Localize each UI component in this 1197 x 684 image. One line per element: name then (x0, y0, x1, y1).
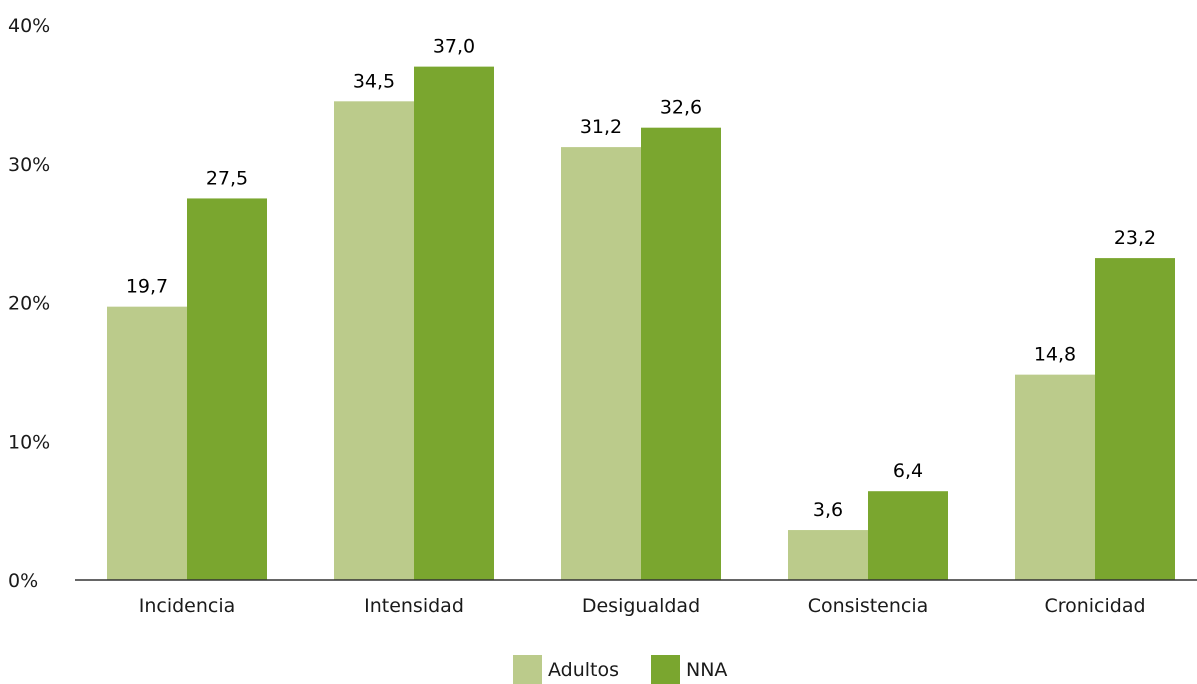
bar-nna-intensidad (414, 66, 494, 580)
category-label: Desigualdad (582, 595, 700, 617)
data-label: 6,4 (893, 460, 923, 482)
legend-label-nna: NNA (686, 659, 727, 681)
legend-label-adultos: Adultos (548, 659, 619, 681)
category-label: Intensidad (364, 595, 464, 617)
bar-adultos-incidencia (107, 306, 187, 580)
y-tick-label: 20% (8, 293, 50, 315)
data-label: 27,5 (206, 167, 248, 189)
bar-nna-incidencia (187, 198, 267, 580)
bar-adultos-consistencia (788, 530, 868, 580)
bar-adultos-desigualdad (561, 147, 641, 580)
data-label: 34,5 (353, 70, 395, 92)
bar-nna-cronicidad (1095, 258, 1175, 580)
bars-group (107, 66, 1175, 581)
bar-nna-consistencia (868, 491, 948, 580)
legend-swatch-adultos (513, 655, 542, 684)
data-label: 23,2 (1114, 227, 1156, 249)
y-axis: 0% 10% 20% 30% 40% (8, 15, 50, 592)
category-label: Incidencia (139, 595, 236, 617)
data-labels-group: 19,7 27,5 34,5 37,0 31,2 32,6 3,6 6,4 14,8 23,2 (126, 36, 1156, 521)
y-tick-label: 10% (8, 431, 50, 453)
legend: Adultos NNA (513, 655, 727, 684)
data-label: 3,6 (813, 499, 843, 521)
data-label: 14,8 (1034, 344, 1076, 366)
bar-nna-desigualdad (641, 127, 721, 581)
x-axis-category-labels: Incidencia Intensidad Desigualdad Consisten… (139, 595, 1146, 617)
category-label: Consistencia (808, 595, 929, 617)
data-label: 37,0 (433, 36, 475, 58)
y-tick-label: 0% (8, 570, 38, 592)
data-label: 32,6 (660, 97, 702, 119)
legend-swatch-nna (651, 655, 680, 684)
category-label: Cronicidad (1044, 595, 1145, 617)
bar-adultos-cronicidad (1015, 374, 1095, 580)
y-tick-label: 30% (8, 154, 50, 176)
data-label: 31,2 (580, 116, 622, 138)
y-tick-label: 40% (8, 15, 50, 37)
bar-adultos-intensidad (334, 101, 414, 580)
data-label: 19,7 (126, 276, 168, 298)
